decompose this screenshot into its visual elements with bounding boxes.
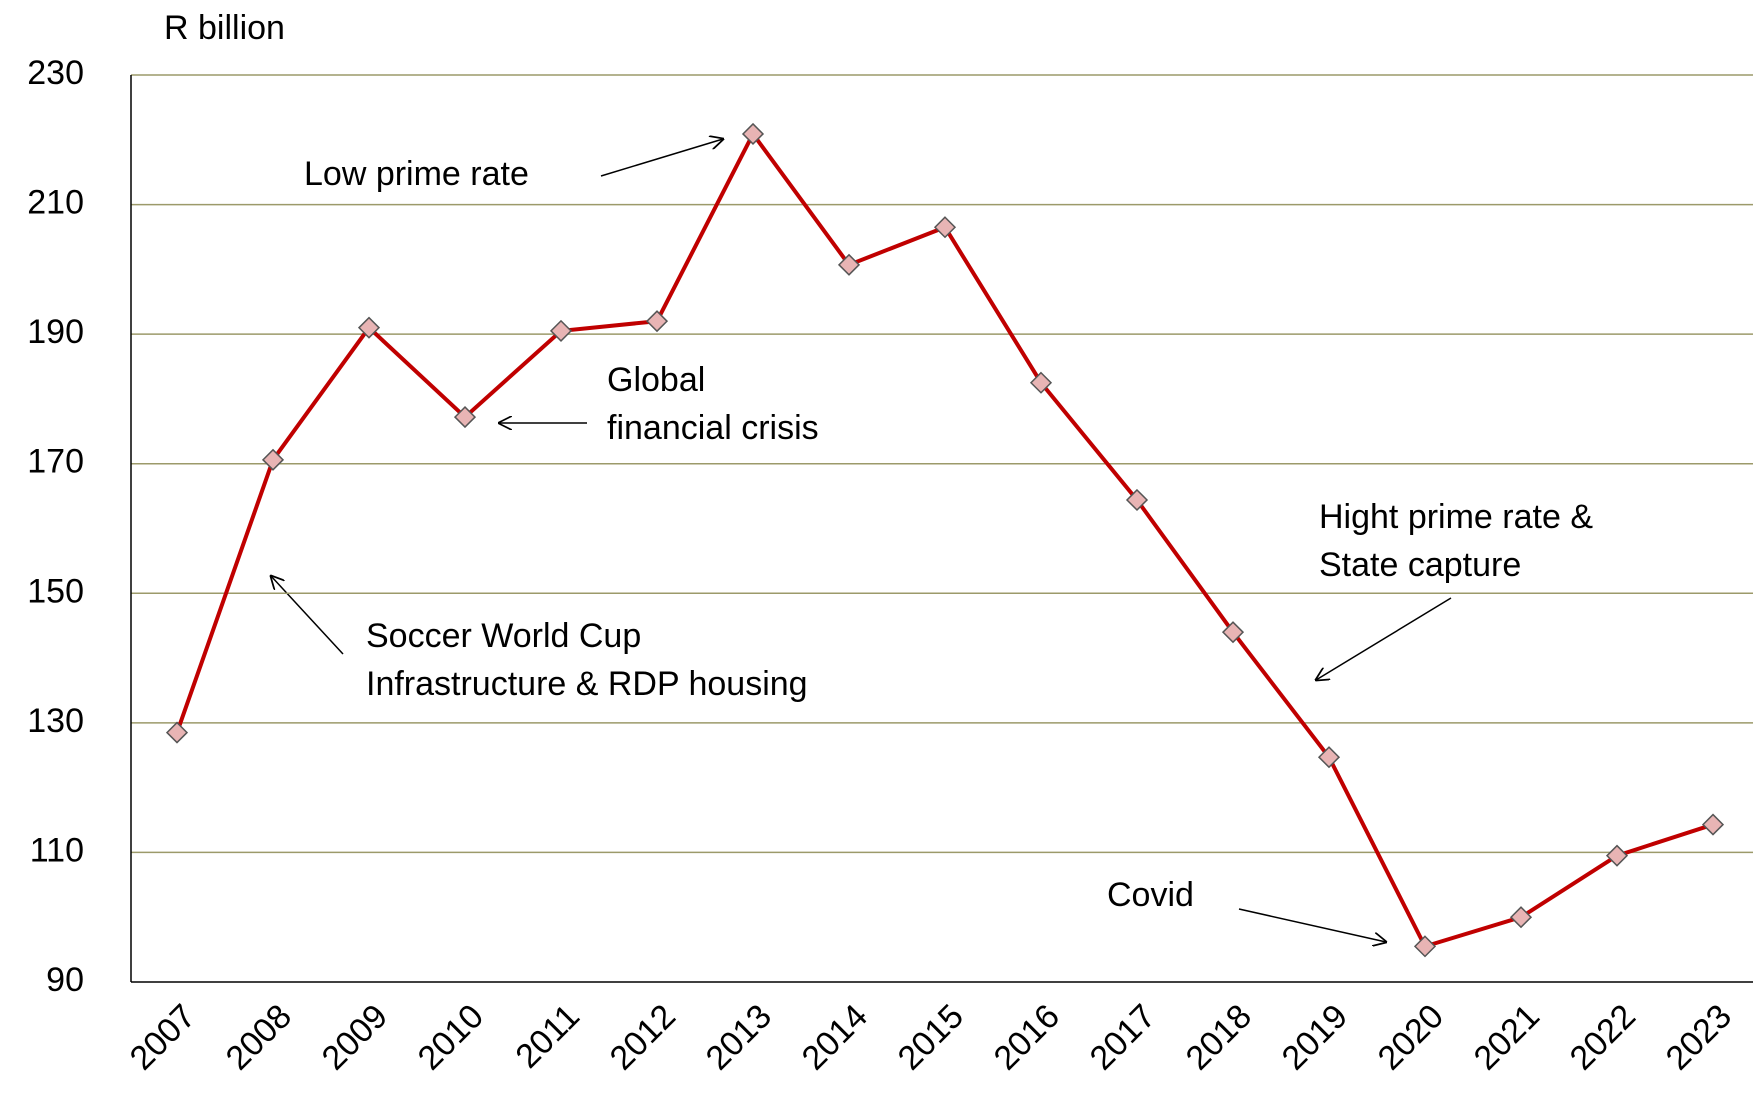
x-tick-label: 2019 [1275,997,1355,1077]
arrow [271,576,344,655]
x-tick-label: 2023 [1659,997,1739,1077]
data-marker [933,216,957,239]
y-tick-label: 90 [46,961,84,999]
data-marker [549,319,573,342]
y-tick-label: 150 [27,572,84,610]
annotation: Low prime rate [304,155,529,193]
data-marker [741,122,765,146]
y-axis-label: R billion [164,9,285,47]
x-tick-label: 2013 [699,997,779,1077]
data-marker [837,253,861,276]
data-marker [1317,746,1341,769]
arrow [1238,908,1386,942]
annotation: Infrastructure & RDP housing [366,665,808,703]
y-tick-label: 170 [27,443,84,481]
data-marker [453,406,477,429]
annotation: Hight prime rate & [1319,498,1593,536]
data-marker [1509,906,1533,929]
annotation: financial crisis [607,409,819,447]
x-tick-label: 2007 [123,997,203,1077]
x-tick-label: 2018 [1179,997,1259,1077]
data-marker [645,310,669,333]
x-tick-label: 2020 [1371,997,1451,1077]
annotation: Covid [1107,876,1194,914]
annotation: Soccer World Cup [366,617,641,655]
x-tick-label: 2008 [219,997,299,1077]
y-tick-label: 130 [27,702,84,740]
data-marker [261,448,285,471]
arrow [1316,597,1452,680]
arrows [271,139,1452,942]
data-marker [1221,621,1245,644]
y-tick-label: 190 [27,313,84,351]
data-marker [165,721,189,744]
y-tick-label: 230 [27,54,84,92]
annotation: Global [607,361,705,399]
arrow [600,139,723,177]
data-line [175,130,1714,949]
data-marker [1029,371,1053,394]
x-tick-label: 2010 [411,997,491,1077]
x-tick-label: 2009 [315,997,395,1077]
x-tick-label: 2022 [1563,997,1643,1077]
annotation: State capture [1319,546,1521,584]
x-tick-label: 2012 [603,997,683,1077]
data-marker [1413,935,1437,958]
x-tick-label: 2021 [1467,997,1547,1077]
x-tick-label: 2016 [987,997,1067,1077]
x-tick-label: 2017 [1083,997,1163,1077]
y-tick-label: 210 [27,184,84,222]
x-tick-label: 2011 [508,997,587,1076]
x-tick-label: 2014 [795,997,875,1077]
data-marker [1701,813,1725,836]
y-tick-label: 110 [30,831,84,869]
x-tick-label: 2015 [891,997,971,1077]
data-marker [1125,488,1149,512]
data-marker [357,316,381,339]
data-marker [1605,844,1629,867]
